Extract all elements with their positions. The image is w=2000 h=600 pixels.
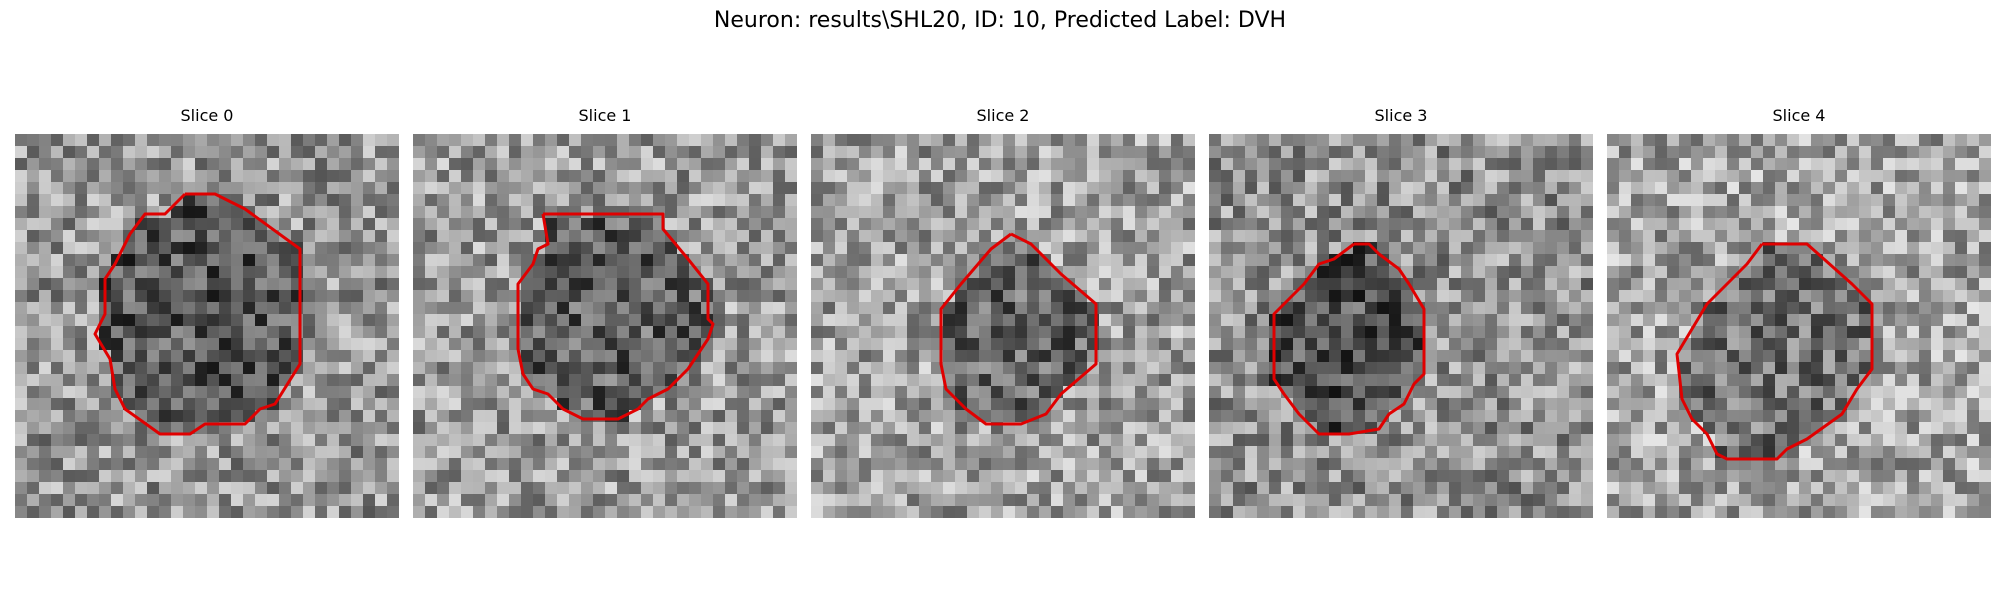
slice-image: [1607, 134, 1991, 518]
slice-title: Slice 0: [180, 106, 234, 125]
roi-contour: [1272, 242, 1426, 436]
roi-contour: [939, 232, 1098, 426]
slice-title: Slice 4: [1772, 106, 1826, 125]
slice-image: [413, 134, 797, 518]
slice-image: [1209, 134, 1593, 518]
slice-title: Slice 2: [976, 106, 1030, 125]
roi-contour: [516, 212, 715, 421]
roi-contour: [1675, 242, 1874, 461]
slice-image: [15, 134, 399, 518]
slice-title: Slice 3: [1374, 106, 1428, 125]
figure-title: Neuron: results\SHL20, ID: 10, Predicted…: [713, 8, 1287, 33]
slice-image: [811, 134, 1195, 518]
slice-title: Slice 1: [578, 106, 632, 125]
roi-contour: [93, 192, 302, 436]
